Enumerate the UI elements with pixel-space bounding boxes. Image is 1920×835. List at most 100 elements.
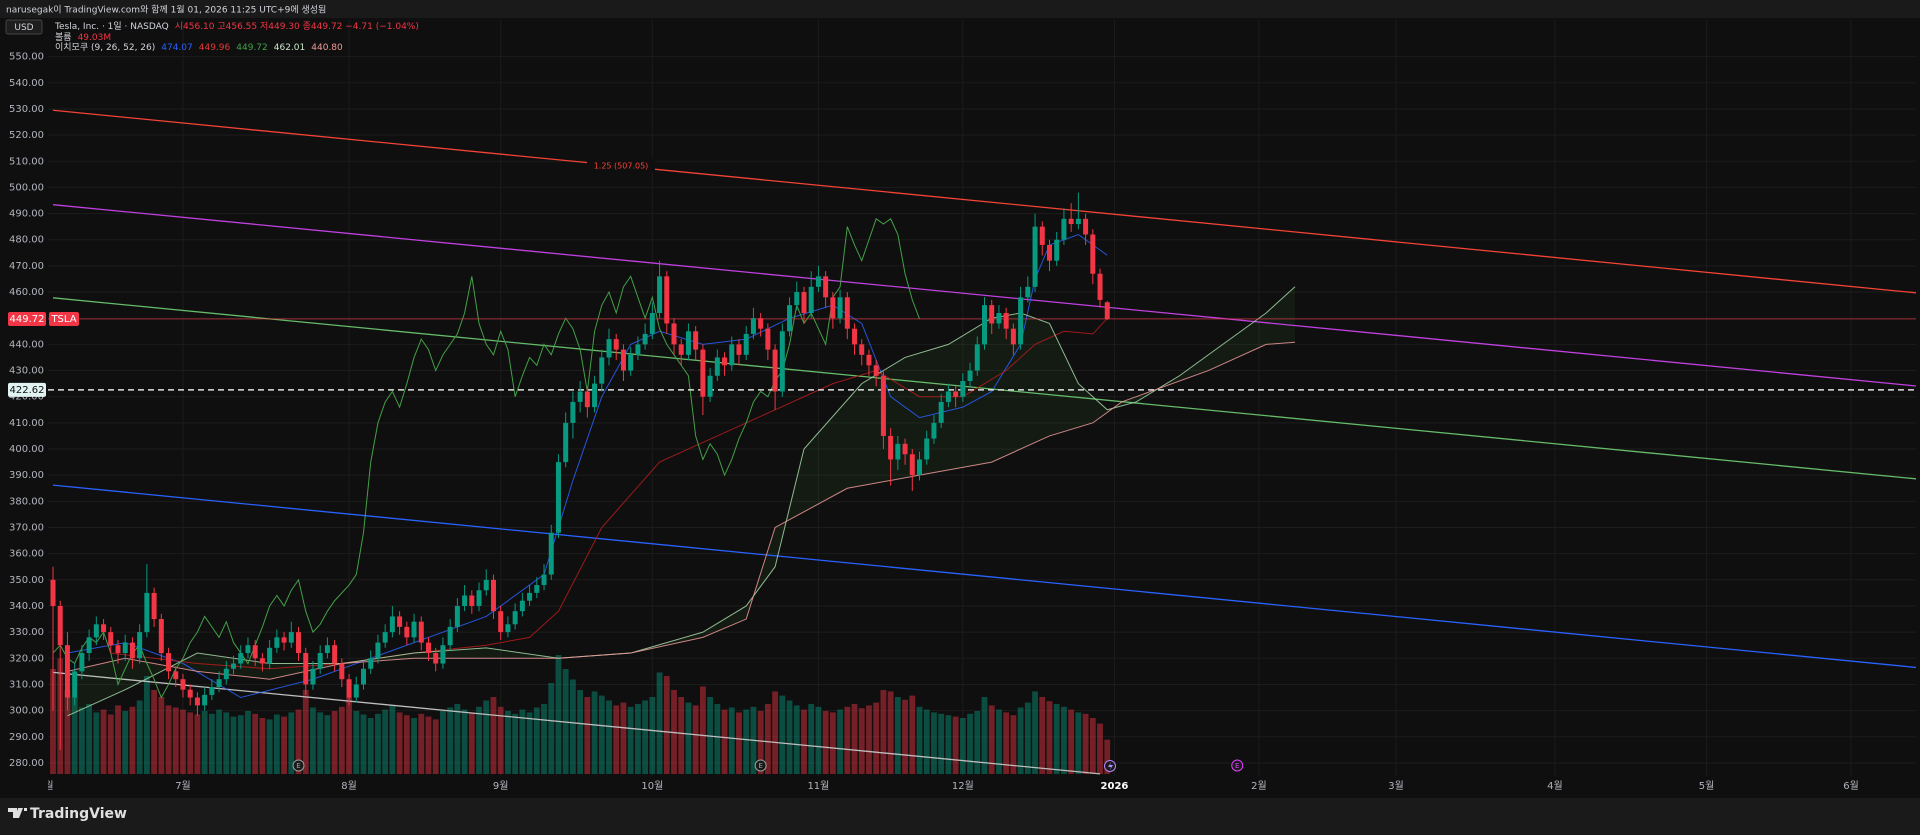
volume-bar [302, 690, 309, 774]
volume-bar [172, 707, 179, 774]
logo-icon [8, 808, 27, 818]
y-tick-label: 330.00 [9, 627, 44, 638]
x-tick-label: 9월 [493, 780, 509, 792]
candle-body [534, 585, 540, 593]
candle-body [245, 645, 251, 654]
candle-body [685, 331, 691, 355]
volume-bar [829, 712, 836, 774]
volume-bar [136, 700, 143, 774]
volume-bar [64, 690, 71, 774]
volume-bar [223, 712, 230, 774]
volume-bar [425, 716, 432, 774]
candle-body [1003, 312, 1009, 329]
candle-body [223, 668, 229, 680]
volume-bar [468, 712, 475, 774]
volume-bar [894, 697, 901, 774]
candle-body [288, 632, 294, 643]
x-tick-label: 8월 [341, 780, 357, 792]
candle-body [519, 600, 525, 612]
volume-bar [158, 697, 165, 774]
candle-body [888, 435, 894, 460]
volume-bar [295, 709, 302, 774]
candle-body [1083, 218, 1089, 235]
currency-box[interactable] [5, 19, 43, 35]
candle-body [440, 645, 446, 664]
candle-body [303, 653, 309, 685]
candle-body [252, 645, 258, 659]
candle-body [801, 292, 807, 313]
candle-body [1018, 297, 1024, 345]
candle-body [425, 642, 431, 654]
candle-body [714, 357, 720, 376]
volume-bar [237, 715, 244, 774]
volume-bar [598, 695, 605, 774]
volume-bar [180, 709, 186, 774]
volume-bar [692, 705, 699, 774]
candle-body [231, 663, 237, 669]
candle-body [974, 344, 980, 371]
candle-body [238, 653, 244, 664]
volume-bar [266, 719, 273, 774]
candle-body [584, 391, 590, 408]
volume-bar [952, 716, 959, 774]
candle-body [577, 391, 583, 402]
volume-bar [743, 709, 750, 774]
volume-bar [454, 704, 461, 774]
candle-body [613, 339, 619, 350]
candle-body [202, 694, 208, 706]
candle-body [259, 658, 265, 664]
volume-bar [866, 705, 872, 774]
y-tick-label: 380.00 [9, 496, 44, 507]
candle-body [281, 637, 287, 643]
brand: TradingView [30, 806, 127, 822]
volume-bar [548, 683, 555, 774]
candle-body [895, 443, 901, 460]
candle-body [454, 605, 460, 627]
overlays: 449.72 TSLA 422.62 E E E [8, 311, 1244, 772]
candle-body [555, 462, 561, 533]
volume-bar [837, 709, 843, 774]
header: narusegak이 TradingView.com와 함께 1월 01, 20… [6, 4, 326, 16]
volume-bar [100, 709, 107, 774]
dashed-label-bg [8, 382, 46, 397]
trend-label: 1.25 (507.05) [594, 161, 649, 170]
volume-bar [505, 711, 511, 774]
volume-bar [577, 690, 584, 774]
candle-body [490, 579, 496, 612]
volume-bar [1104, 739, 1111, 774]
candle-body [512, 611, 518, 625]
candle-body [606, 339, 612, 358]
candle-body [1097, 273, 1103, 300]
volume-bar [627, 706, 634, 774]
volume-bar [656, 672, 663, 774]
volume-bar [476, 706, 482, 774]
volume-bar [808, 704, 815, 774]
volume-bar [288, 712, 295, 774]
volume-bar [519, 709, 526, 774]
y-tick-label: 430.00 [9, 366, 44, 377]
candle-body [158, 619, 164, 654]
y-tick-label: 340.00 [9, 601, 44, 612]
candle-body [750, 318, 756, 334]
volume-bar [844, 706, 851, 774]
volume-bar [663, 676, 670, 774]
candle-body [794, 292, 800, 306]
volume-bar [273, 714, 280, 774]
candle-body [483, 579, 489, 591]
candle-body [1075, 218, 1081, 225]
volume-bar [346, 697, 352, 774]
candle-body [808, 286, 814, 313]
candle-body [823, 276, 829, 298]
candle-body [736, 344, 742, 355]
y-tick-label: 300.00 [9, 706, 44, 717]
candle-body [57, 605, 63, 646]
candle-body [830, 297, 836, 319]
volume-bar [201, 711, 208, 774]
x-tick-label: 4월 [1547, 780, 1563, 792]
volume-bar [497, 706, 504, 774]
volume-bar [403, 715, 410, 774]
volume-bar [143, 676, 150, 774]
symbol-label: TSLA [50, 314, 76, 325]
candle-body [743, 333, 749, 355]
y-tick-label: 490.00 [9, 209, 44, 220]
